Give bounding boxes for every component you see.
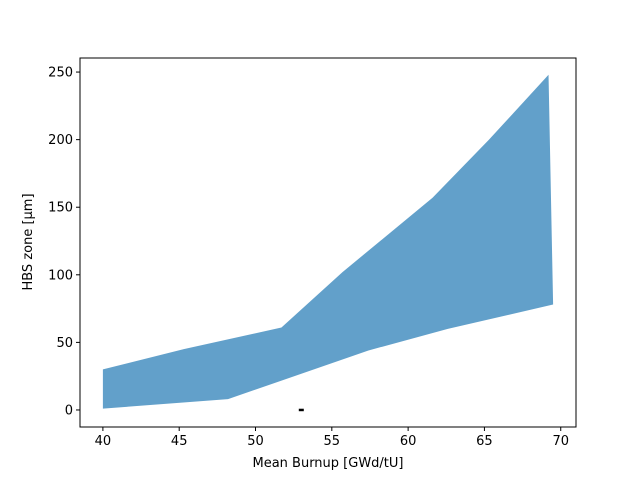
x-tick-label: 70 bbox=[552, 434, 569, 449]
plot-frame bbox=[79, 57, 577, 428]
y-tick-label: 50 bbox=[56, 336, 73, 351]
filled-area bbox=[102, 74, 554, 409]
x-axis-label: Mean Burnup [GWd/tU] bbox=[252, 456, 403, 471]
x-tick-label: 40 bbox=[95, 434, 112, 449]
x-tick-label: 60 bbox=[400, 434, 417, 449]
y-tick-label: 200 bbox=[48, 133, 73, 148]
x-tick-label: 50 bbox=[247, 434, 264, 449]
y-tick-label: 250 bbox=[48, 66, 73, 81]
x-tick-label: 55 bbox=[324, 434, 341, 449]
y-tick-label: 150 bbox=[48, 201, 73, 216]
y-axis-label: HBS zone [μm] bbox=[21, 193, 36, 290]
y-tick-label: 100 bbox=[48, 268, 73, 283]
y-tick-label: 0 bbox=[65, 403, 73, 418]
x-tick-label: 45 bbox=[171, 434, 188, 449]
x-tick-label: 65 bbox=[476, 434, 493, 449]
